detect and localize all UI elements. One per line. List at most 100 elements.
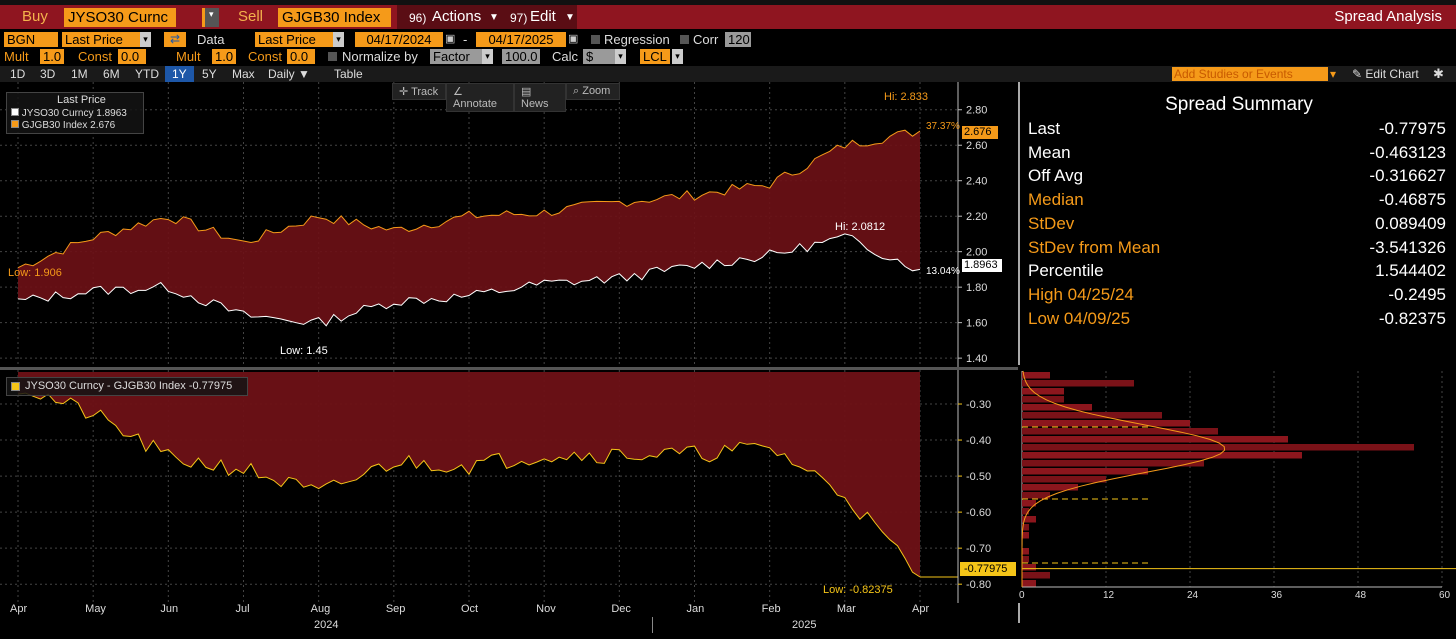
chevron-down-icon: ▼ (565, 12, 575, 23)
actions-button[interactable]: 96) Actions ▼ (397, 5, 505, 29)
summary-title: Spread Summary (1165, 94, 1313, 115)
sell-ticker-field[interactable]: GJGB30 Index (278, 8, 391, 27)
corr-window-field[interactable]: 120 (725, 32, 751, 47)
summary-row: Median -0.46875 (1028, 190, 1446, 214)
tab-1m[interactable]: 1M (71, 67, 88, 81)
panel-separator (1018, 603, 1020, 623)
chevron-down-icon[interactable]: ▾ (615, 49, 626, 64)
chevron-down-icon[interactable]: ▾ (482, 49, 493, 64)
chevron-down-icon[interactable]: ▾ (140, 32, 151, 47)
news-icon: ▤ (521, 86, 532, 98)
calc-select[interactable]: $ (583, 49, 615, 64)
x-month-label: Mar (836, 603, 856, 615)
currency-select[interactable]: LCL (640, 49, 670, 64)
pct-white-label: 13.04% (926, 266, 960, 277)
y-tick-label: 2.40 (966, 176, 987, 188)
normalize-label: Normalize by (342, 49, 418, 64)
normalize-select[interactable]: Factor (430, 49, 482, 64)
tab-1y[interactable]: 1Y (165, 66, 194, 82)
end-date-field[interactable]: 04/17/2025 (476, 32, 566, 47)
legend-item-jyso30[interactable]: JYSO30 Curncy 1.8963 (11, 108, 127, 119)
series-line-spread (17, 392, 921, 578)
source-field[interactable]: BGN (4, 32, 58, 47)
news-button[interactable]: ▤ News (514, 83, 566, 112)
last-orange-tag: 2.676 (962, 126, 998, 139)
mult2-field[interactable]: 1.0 (212, 49, 236, 64)
top-strip (0, 0, 1456, 5)
const1-field[interactable]: 0.0 (118, 49, 146, 64)
summary-key: Mean (1028, 142, 1071, 162)
regression-checkbox[interactable] (591, 35, 600, 44)
normalize-checkbox[interactable] (328, 52, 337, 61)
corr-checkbox[interactable] (680, 35, 689, 44)
tab-1d[interactable]: 1D (10, 67, 26, 81)
histogram-bar (1022, 420, 1190, 427)
swap-icon[interactable]: ⇄ (164, 32, 186, 47)
factor-field[interactable]: 100.0 (502, 49, 540, 64)
add-studies-input[interactable]: Add Studies or Events (1172, 67, 1328, 81)
last-white-tag: 1.8963 (962, 259, 1002, 272)
calendar-icon[interactable]: ▣ (445, 33, 456, 45)
legend-item-gjgb30[interactable]: GJGB30 Index 2.676 (11, 120, 115, 131)
distribution-histogram[interactable]: 0 12 24 36 48 60 (1018, 365, 1456, 605)
x-year-label: 2025 (792, 619, 817, 631)
const1-label: Const (78, 49, 112, 64)
histogram-bar (1022, 548, 1029, 555)
panel-divider (0, 367, 1018, 370)
period-bar: 1D 3D 1M 6M YTD 1Y 5Y Max Daily ▼ Table … (0, 66, 1456, 82)
histogram-bar (1022, 436, 1288, 443)
x-month-label: Oct (461, 603, 479, 615)
bottom-legend[interactable]: JYSO30 Curncy - GJGB30 Index -0.77975 (6, 377, 248, 396)
histogram-bar (1022, 404, 1092, 411)
summary-value: 1.544402 (1375, 261, 1446, 281)
summary-value: -0.316627 (1369, 166, 1446, 186)
y-tick-label: -0.60 (966, 507, 991, 519)
chevron-down-icon[interactable]: ▾ (1330, 67, 1337, 81)
chevron-down-icon[interactable]: ▾ (333, 32, 344, 47)
x-month-label: May (85, 603, 106, 615)
edit-button[interactable]: 97) Edit ▼ (505, 5, 577, 29)
histogram-bar (1022, 468, 1148, 475)
series-line-gjgb30 (17, 129, 921, 269)
tab-3d[interactable]: 3D (40, 67, 56, 81)
spread-fill-bottom (18, 372, 920, 577)
buy-dropdown-icon[interactable]: ▾ (205, 8, 219, 27)
x-month-label: Jun (160, 603, 179, 615)
calendar-icon[interactable]: ▣ (568, 33, 579, 45)
mult1-field[interactable]: 1.0 (40, 49, 64, 64)
annotate-button[interactable]: ∠ Annotate (446, 83, 514, 112)
edit-chart-button[interactable]: ✎ Edit Chart (1352, 67, 1419, 81)
tab-ytd[interactable]: YTD (135, 67, 159, 81)
buy-ticker-field[interactable]: JYSO30 Curnc (64, 8, 176, 27)
mult1-label: Mult (4, 49, 29, 64)
gear-icon[interactable]: ✱ (1433, 66, 1444, 81)
chevron-down-icon[interactable]: ▾ (672, 49, 683, 64)
x-year-label: 2024 (314, 619, 339, 631)
regression-label: Regression (604, 32, 670, 47)
y-tick-label: 2.00 (966, 247, 987, 259)
tab-max[interactable]: Max (232, 67, 255, 81)
action-bar: Buy JYSO30 Curnc - ▾ Sell GJGB30 Index 9… (0, 5, 1456, 29)
const2-field[interactable]: 0.0 (287, 49, 315, 64)
track-button[interactable]: ✛ Track (392, 83, 446, 100)
histogram-bar (1022, 484, 1078, 491)
histogram-bar (1022, 516, 1036, 523)
start-date-field[interactable]: 04/17/2024 (355, 32, 443, 47)
spread-chart[interactable]: 2.80 2.60 2.40 2.20 2.00 1.80 1.60 1.40 -0.30 -0.… (0, 82, 1018, 605)
x-tick-label: 12 (1103, 590, 1115, 601)
tab-6m[interactable]: 6M (103, 67, 120, 81)
frequency-select[interactable]: Daily ▼ (268, 67, 310, 81)
histogram-bar (1022, 508, 1029, 515)
y-tick-label: 1.60 (966, 318, 987, 330)
spread-fill-top (18, 130, 920, 326)
y-tick-label: -0.80 (966, 579, 991, 591)
field2-select[interactable]: Last Price (255, 32, 333, 47)
field1-select[interactable]: Last Price (62, 32, 140, 47)
zoom-button[interactable]: ⌕ Zoom (566, 83, 620, 100)
summary-row: Percentile 1.544402 (1028, 261, 1446, 285)
date-dash: - (463, 32, 468, 47)
table-button[interactable]: Table (334, 67, 363, 81)
summary-value: -3.541326 (1369, 237, 1446, 257)
summary-key: High 04/25/24 (1028, 284, 1134, 304)
tab-5y[interactable]: 5Y (202, 67, 217, 81)
